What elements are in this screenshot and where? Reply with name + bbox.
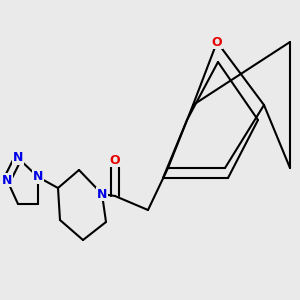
Text: N: N — [33, 170, 43, 184]
Text: O: O — [110, 154, 120, 166]
Text: N: N — [97, 188, 107, 200]
Text: N: N — [2, 173, 12, 187]
Text: O: O — [212, 35, 222, 49]
Text: N: N — [13, 152, 23, 164]
